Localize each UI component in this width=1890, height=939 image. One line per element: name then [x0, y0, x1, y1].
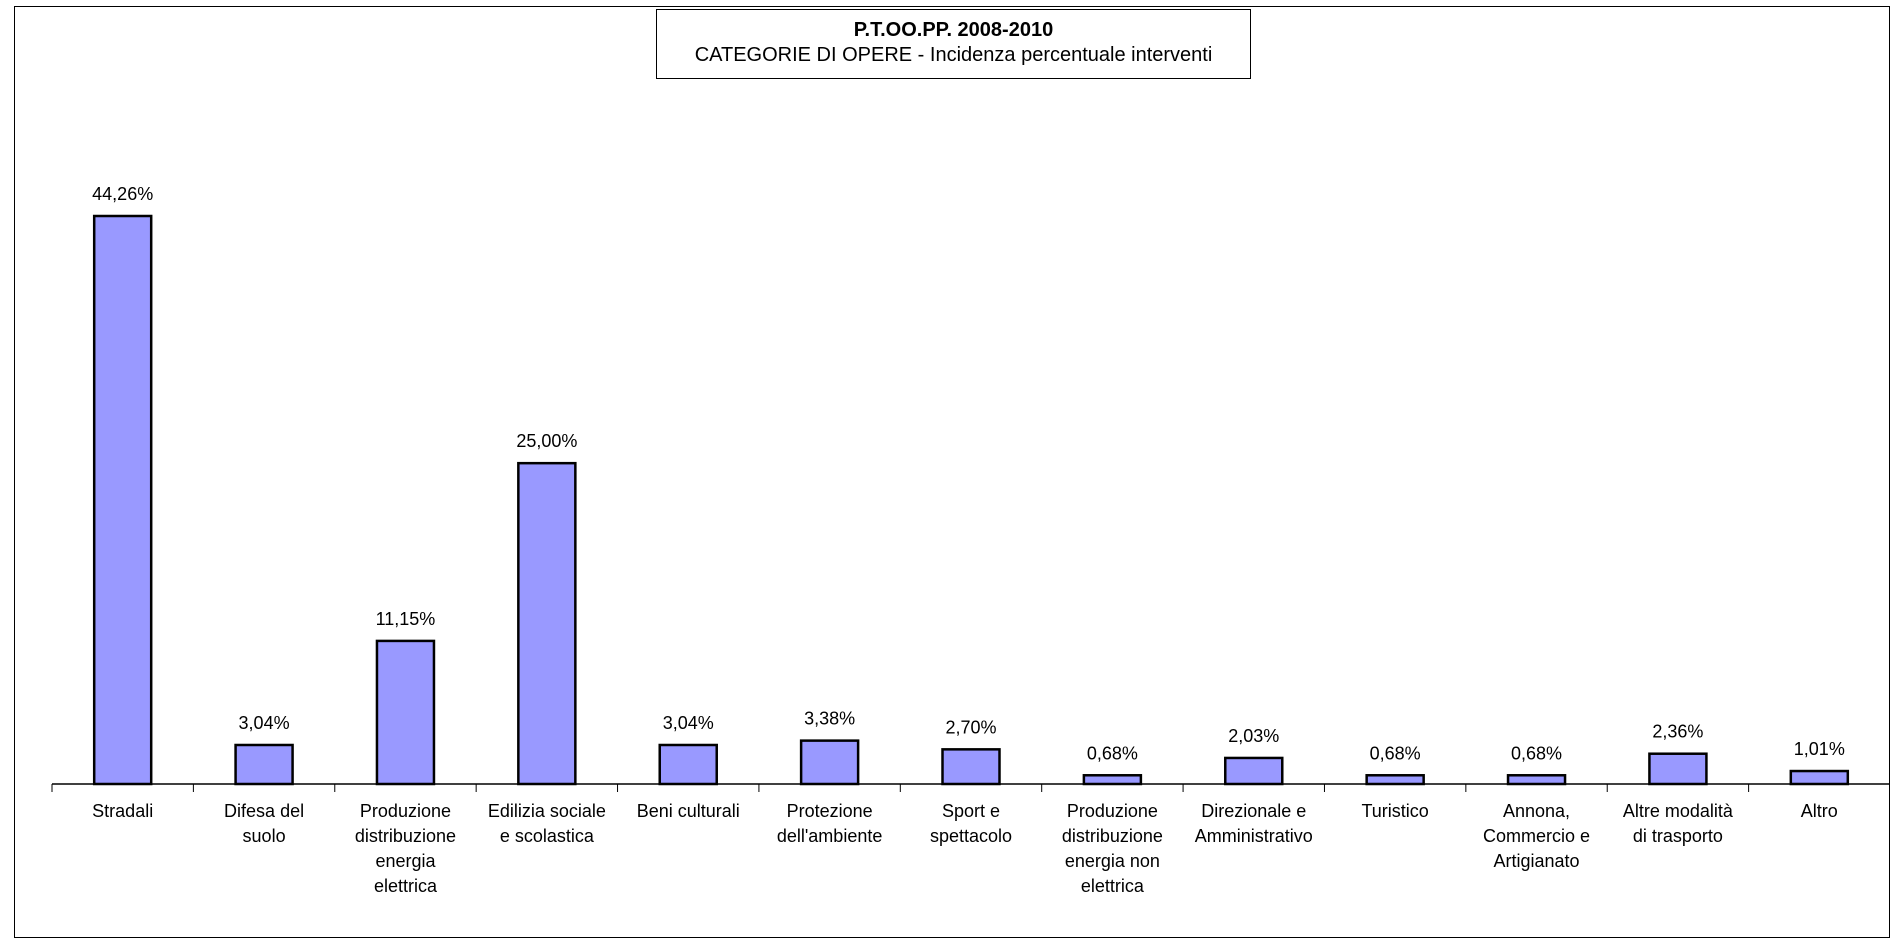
- bar: [1506, 774, 1567, 786]
- data-label: 0,68%: [1511, 743, 1562, 763]
- category-label-line: distribuzione: [1062, 826, 1163, 846]
- category-label: Protezione dell'ambiente: [777, 801, 883, 846]
- category-label: Stradali: [92, 801, 153, 821]
- x-axis-ticks: [51, 784, 1890, 792]
- category-label-line: Amministrativo: [1195, 826, 1313, 846]
- category-label-line: Artigianato: [1494, 851, 1580, 871]
- category-label-line: spettacolo: [930, 826, 1012, 846]
- data-label: 2,36%: [1652, 722, 1703, 742]
- category-labels-layer: Stradali Difesa del suolo Produzione distrib…: [92, 801, 1838, 896]
- chart-title: P.T.OO.PP. 2008-2010: [853, 19, 1054, 41]
- data-label: 3,04%: [239, 713, 290, 733]
- category-label: Direzionale e Amministrativo: [1195, 801, 1313, 846]
- category-label: Difesa del suolo: [224, 801, 304, 846]
- bar: [658, 743, 718, 786]
- category-label-line: energia: [375, 851, 436, 871]
- bar: [1224, 756, 1284, 786]
- category-label-line: e scolastica: [500, 826, 595, 846]
- category-label-line: Produzione: [1067, 801, 1158, 821]
- data-label: 44,26%: [92, 184, 153, 204]
- bars-layer: [92, 214, 1850, 786]
- category-label-line: Commercio e: [1483, 826, 1590, 846]
- category-label-line: Difesa del: [224, 801, 304, 821]
- value-labels-layer: 44,26% 3,04% 11,15% 25,00% 3,04% 3,38% 2,70% 0,…: [92, 184, 1845, 763]
- chart-subtitle: CATEGORIE DI OPERE - Incidenza percentua…: [694, 44, 1213, 66]
- category-label-line: energia non: [1065, 851, 1160, 871]
- category-label: Produzione distribuzione energia elettrica: [355, 801, 456, 896]
- category-label: Beni culturali: [637, 801, 740, 821]
- chart-title-box: P.T.OO.PP. 2008-2010 CATEGORIE DI OPERE …: [656, 9, 1251, 79]
- category-label: Produzione distribuzione energia non elettr…: [1062, 801, 1163, 896]
- bar: [234, 743, 294, 786]
- category-label-line: Altre modalità: [1623, 801, 1734, 821]
- data-label: 1,01%: [1794, 739, 1845, 759]
- data-label: 3,38%: [804, 709, 855, 729]
- category-label-line: di trasporto: [1633, 826, 1723, 846]
- category-label: Edilizia sociale e scolastica: [488, 801, 606, 846]
- bar: [799, 739, 860, 786]
- category-label: Altre modalità di trasporto: [1623, 801, 1734, 846]
- category-label: Annona, Commercio e Artigianato: [1483, 801, 1590, 871]
- data-label: 11,15%: [376, 609, 436, 629]
- category-label: Sport e spettacolo: [930, 801, 1012, 846]
- data-label: 2,70%: [945, 717, 996, 737]
- bar: [375, 639, 436, 786]
- data-label: 2,03%: [1228, 726, 1279, 746]
- bar: [517, 461, 577, 786]
- category-label-line: elettrica: [1081, 876, 1145, 896]
- bar: [1082, 774, 1143, 786]
- data-label: 3,04%: [663, 713, 714, 733]
- category-label-line: dell'ambiente: [777, 826, 883, 846]
- category-label-line: Turistico: [1361, 801, 1428, 821]
- category-label: Turistico: [1361, 801, 1428, 821]
- category-label-line: Direzionale e: [1201, 801, 1306, 821]
- category-label-line: Produzione: [360, 801, 451, 821]
- category-label-line: Protezione: [787, 801, 873, 821]
- category-label-line: Annona,: [1503, 801, 1570, 821]
- bar: [1789, 769, 1850, 786]
- category-label-line: Stradali: [92, 801, 153, 821]
- data-label: 25,00%: [516, 431, 577, 451]
- bar: [1365, 774, 1425, 786]
- category-label-line: elettrica: [374, 876, 438, 896]
- bar: [941, 748, 1001, 786]
- bar: [92, 214, 153, 786]
- data-label: 0,68%: [1087, 743, 1138, 763]
- category-label-line: distribuzione: [355, 826, 456, 846]
- category-label-line: Altro: [1801, 801, 1838, 821]
- data-label: 0,68%: [1370, 743, 1421, 763]
- category-label-line: Sport e: [942, 801, 1000, 821]
- category-label-line: Beni culturali: [637, 801, 740, 821]
- category-label-line: Edilizia sociale: [488, 801, 606, 821]
- category-label: Altro: [1801, 801, 1838, 821]
- bar: [1648, 752, 1708, 786]
- category-label-line: suolo: [243, 826, 286, 846]
